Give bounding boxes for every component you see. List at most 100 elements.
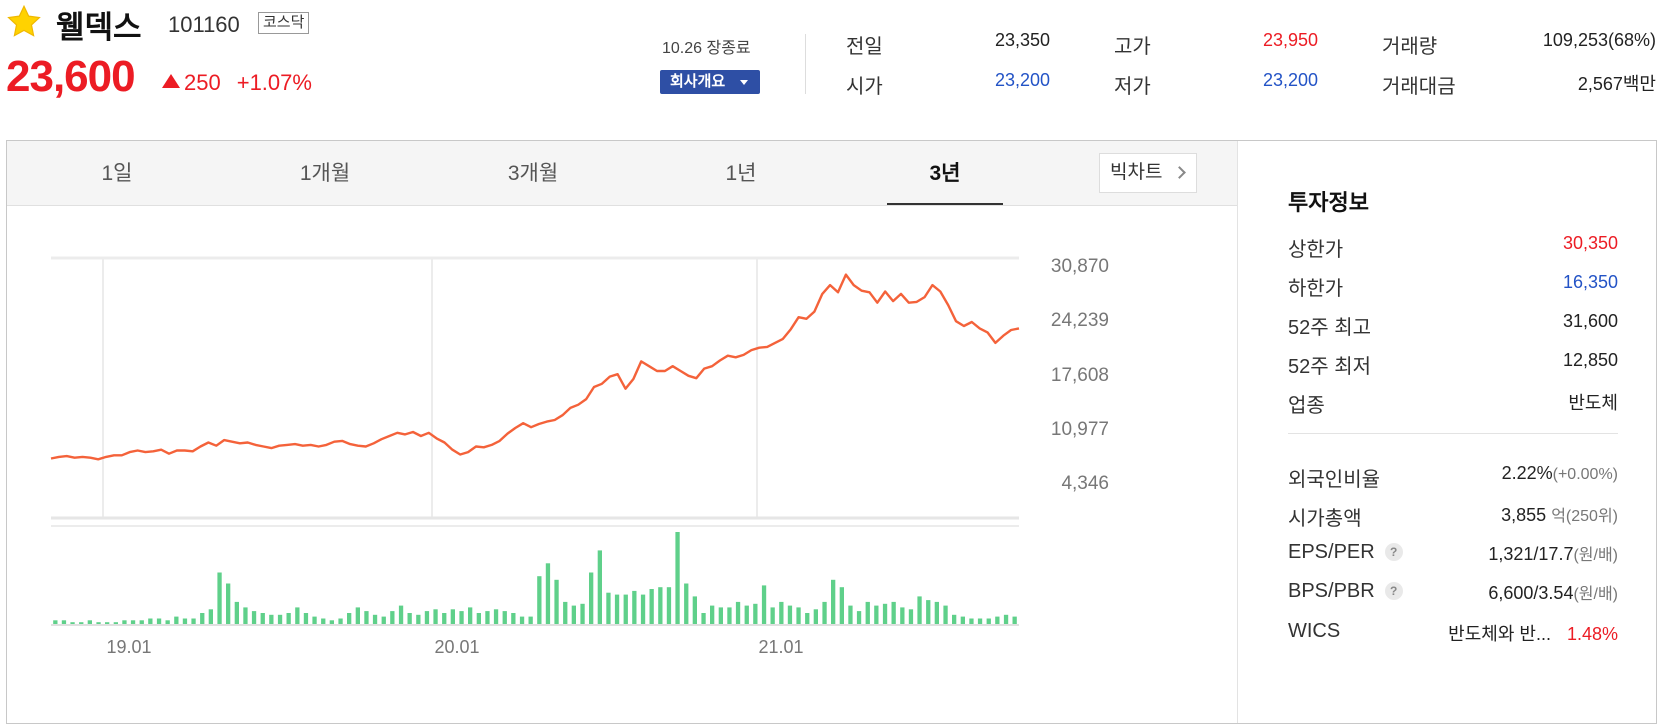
sector-value[interactable]: 반도체: [1568, 393, 1618, 413]
help-icon[interactable]: ?: [1384, 582, 1403, 600]
volume-bar: [744, 605, 749, 624]
chart-area[interactable]: 30,870 24,239 17,608 10,977 4,346 19.01 20.01 2…: [7, 206, 1237, 725]
volume-bar: [563, 601, 568, 624]
change-percent: +1.07%: [236, 70, 312, 95]
volume-bar: [105, 622, 110, 624]
eps-per-label: EPS/PER?: [1288, 541, 1403, 564]
wics-percent: 1.48%: [1566, 624, 1618, 644]
low-label: 저가: [1114, 76, 1151, 98]
volume-bar: [277, 614, 283, 624]
volume-bar: [269, 614, 274, 624]
company-overview-button[interactable]: 회사개요: [660, 70, 760, 94]
panel-divider: [1237, 141, 1238, 723]
wics-label: WICS: [1288, 620, 1341, 642]
tab-1day[interactable]: 1일: [101, 162, 133, 185]
volume-value: 109,253(68%): [1542, 30, 1656, 50]
wics-row: WICS 반도체와 반... 1.48%: [1288, 620, 1618, 646]
volume-bar: [303, 613, 309, 624]
volume-bar: [614, 594, 620, 624]
tab-1year[interactable]: 1년: [725, 162, 757, 185]
high-label: 고가: [1114, 36, 1151, 58]
foreign-ratio-label: 외국인비율: [1288, 469, 1380, 491]
volume-bar: [1012, 616, 1017, 624]
foreign-ratio-value: 2.22%(+0.00%): [1502, 463, 1618, 484]
volume-bar: [874, 605, 879, 624]
volume-bar: [459, 611, 464, 624]
volume-bar: [1003, 614, 1009, 624]
prev-close-label: 전일: [846, 36, 883, 58]
volume-bar: [666, 587, 672, 624]
tab-3year[interactable]: 3년: [929, 162, 961, 185]
volume-bar: [580, 603, 585, 624]
volume-bar: [156, 618, 162, 624]
bps-pbr-row: BPS/PBR? 6,600/3.54(원/배): [1288, 580, 1618, 606]
volume-bar: [424, 611, 430, 624]
volume-bar: [952, 614, 957, 624]
volume-bar: [338, 618, 343, 624]
stock-code: 101160: [168, 12, 240, 37]
volume-bar: [900, 607, 905, 624]
tab-1month[interactable]: 1개월: [299, 162, 351, 185]
stock-name: 웰덱스: [56, 10, 142, 45]
upper-limit-label: 상한가: [1288, 239, 1344, 261]
eps-per-unit: (원/배): [1573, 547, 1618, 564]
volume-bar: [865, 601, 870, 624]
volume-bar: [571, 605, 576, 624]
volume-bar: [329, 620, 334, 624]
volume-bar: [130, 620, 136, 624]
volume-bar: [753, 603, 758, 624]
volume-bar: [926, 600, 931, 624]
volume-bar: [251, 611, 257, 624]
bigchart-button[interactable]: 빅차트: [1099, 153, 1197, 193]
volume-bar: [191, 618, 196, 624]
company-overview-label: 회사개요: [670, 73, 726, 90]
volume-bar: [649, 589, 654, 624]
volume-bar: [675, 532, 680, 624]
caret-down-icon: [740, 80, 748, 85]
volume-bar: [286, 613, 291, 624]
volume-bar: [433, 609, 438, 624]
volume-bar: [312, 616, 317, 624]
low52-row: 52주 최저 12,850: [1288, 350, 1618, 378]
low52-label: 52주 최저: [1288, 356, 1372, 378]
price-change: 250 +1.07%: [162, 70, 312, 96]
period-tabs: 1일 1개월 3개월 1년 3년 빅차트: [7, 141, 1237, 206]
low-value: 23,200: [1262, 70, 1318, 90]
price-tick-label: 10,977: [1051, 419, 1109, 440]
eps-per-row: EPS/PER? 1,321/17.7(원/배): [1288, 541, 1618, 567]
bps-pbr-label: BPS/PBR?: [1288, 580, 1403, 603]
volume-bar: [995, 616, 1000, 624]
price-volume-chart: 30,870 24,239 17,608 10,977 4,346 19.01 20.01 2…: [50, 256, 1109, 657]
volume-bar: [519, 616, 525, 624]
bps-pbr-label-text: BPS/PBR: [1288, 580, 1375, 602]
volume-bar: [390, 611, 395, 624]
volume-bar: [589, 572, 594, 624]
volume-bar: [476, 613, 481, 624]
volume-bar: [182, 618, 188, 624]
volume-bar: [545, 563, 551, 624]
sector-row: 업종 반도체: [1288, 389, 1618, 417]
market-badge: 코스닥: [258, 12, 310, 34]
help-icon[interactable]: ?: [1384, 543, 1403, 561]
foreign-ratio-change: (+0.00%): [1552, 466, 1618, 483]
wics-value[interactable]: 반도체와 반... 1.48%: [1448, 620, 1618, 646]
market-cap-unit: 억: [1551, 508, 1566, 525]
volume-bar: [174, 616, 179, 624]
volume-bar: [908, 609, 914, 624]
volume-bar: [934, 601, 939, 624]
volume-bar: [554, 579, 559, 624]
volume-bar: [208, 609, 213, 624]
volume-bar: [856, 611, 862, 624]
low52-value: 12,850: [1562, 350, 1618, 370]
market-cap-rank: (250위): [1565, 508, 1618, 525]
volume-bar: [364, 611, 369, 624]
foreign-ratio-row: 외국인비율 2.22%(+0.00%): [1288, 463, 1618, 491]
volume-bar: [113, 622, 118, 624]
volume-bar: [796, 607, 801, 624]
tab-3month[interactable]: 3개월: [507, 162, 559, 185]
favorite-star-icon[interactable]: [6, 4, 42, 40]
volume-bar: [70, 622, 75, 624]
date-tick-label: 21.01: [758, 637, 803, 657]
volume-bar: [355, 607, 360, 624]
volume-bar: [623, 594, 628, 624]
